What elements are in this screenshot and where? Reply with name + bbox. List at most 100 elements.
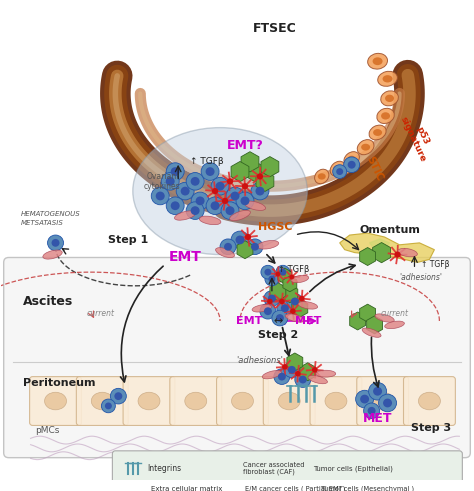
Circle shape <box>191 206 200 215</box>
Ellipse shape <box>298 301 318 309</box>
Text: Integrins: Integrins <box>147 464 182 473</box>
Circle shape <box>220 239 236 254</box>
Circle shape <box>368 407 375 415</box>
Polygon shape <box>360 247 375 266</box>
Circle shape <box>211 177 229 195</box>
Circle shape <box>206 197 224 215</box>
Ellipse shape <box>229 210 250 220</box>
Text: HGSC: HGSC <box>258 222 292 232</box>
Circle shape <box>288 366 296 374</box>
Text: ↑ TGFβ: ↑ TGFβ <box>421 260 450 269</box>
Circle shape <box>279 269 286 275</box>
FancyBboxPatch shape <box>357 377 409 425</box>
Circle shape <box>222 198 228 204</box>
Circle shape <box>251 182 269 200</box>
FancyBboxPatch shape <box>217 377 268 425</box>
Ellipse shape <box>138 392 160 410</box>
Circle shape <box>105 403 112 409</box>
Circle shape <box>114 392 122 400</box>
Ellipse shape <box>377 109 394 124</box>
Circle shape <box>264 307 272 315</box>
Circle shape <box>281 304 289 312</box>
Ellipse shape <box>368 54 388 69</box>
Circle shape <box>227 178 233 185</box>
Circle shape <box>231 466 235 470</box>
Circle shape <box>276 265 290 279</box>
Circle shape <box>206 167 215 176</box>
Polygon shape <box>256 171 274 191</box>
Circle shape <box>226 187 244 205</box>
Text: FTSEC: FTSEC <box>253 22 297 34</box>
Ellipse shape <box>325 392 347 410</box>
Text: Omentum: Omentum <box>359 225 420 235</box>
Circle shape <box>191 177 200 186</box>
Circle shape <box>290 274 294 279</box>
Ellipse shape <box>398 248 417 257</box>
Ellipse shape <box>91 392 113 410</box>
Text: EMT: EMT <box>169 249 201 264</box>
Polygon shape <box>241 152 259 172</box>
Circle shape <box>216 182 225 191</box>
Circle shape <box>236 236 245 245</box>
Circle shape <box>171 167 180 176</box>
Circle shape <box>274 369 290 384</box>
Text: Step 2: Step 2 <box>258 329 298 340</box>
Ellipse shape <box>43 250 62 259</box>
Text: p53
signature: p53 signature <box>398 111 437 164</box>
Polygon shape <box>261 157 279 177</box>
Text: pMCs: pMCs <box>36 426 60 435</box>
Circle shape <box>333 165 346 178</box>
Polygon shape <box>292 300 308 317</box>
Circle shape <box>186 172 204 190</box>
Ellipse shape <box>378 71 397 86</box>
Text: Tumor cells (Epithelial): Tumor cells (Epithelial) <box>313 465 392 472</box>
Polygon shape <box>229 482 241 491</box>
Text: Step 1: Step 1 <box>108 235 148 245</box>
Circle shape <box>291 298 299 305</box>
Circle shape <box>240 196 249 205</box>
Ellipse shape <box>244 201 265 211</box>
Text: HEMATOGENOUS: HEMATOGENOUS <box>21 211 81 217</box>
Text: ↔: ↔ <box>273 316 283 326</box>
Ellipse shape <box>252 304 272 312</box>
Circle shape <box>268 275 275 282</box>
Text: ↑ TGFβ: ↑ TGFβ <box>278 265 309 273</box>
Ellipse shape <box>361 144 370 151</box>
FancyBboxPatch shape <box>112 451 462 491</box>
Text: METSATASIS: METSATASIS <box>21 220 64 226</box>
Ellipse shape <box>369 125 386 140</box>
Circle shape <box>230 191 239 200</box>
Circle shape <box>264 291 280 306</box>
Circle shape <box>295 371 301 377</box>
Text: EMT: EMT <box>236 316 262 326</box>
Circle shape <box>166 163 184 180</box>
Text: 'adhesions': 'adhesions' <box>237 355 283 364</box>
Polygon shape <box>370 239 390 251</box>
Ellipse shape <box>278 392 300 410</box>
Circle shape <box>231 231 249 249</box>
Circle shape <box>191 192 209 210</box>
Circle shape <box>221 202 239 219</box>
Ellipse shape <box>285 314 304 322</box>
Ellipse shape <box>318 173 326 180</box>
Circle shape <box>312 367 318 373</box>
Circle shape <box>247 239 263 254</box>
Ellipse shape <box>385 321 404 328</box>
Text: Ovarian
cytokines: Ovarian cytokines <box>144 172 181 191</box>
Circle shape <box>369 382 387 400</box>
Ellipse shape <box>381 112 390 120</box>
Text: 'adhesions': 'adhesions' <box>400 273 443 281</box>
Circle shape <box>278 373 286 381</box>
Text: MET: MET <box>363 412 392 425</box>
Circle shape <box>364 403 380 419</box>
Circle shape <box>166 197 184 215</box>
FancyBboxPatch shape <box>123 377 175 425</box>
Ellipse shape <box>296 485 318 491</box>
Text: current: current <box>86 309 114 318</box>
Text: EMT?: EMT? <box>227 138 264 152</box>
Circle shape <box>336 168 343 175</box>
Polygon shape <box>300 363 316 381</box>
Polygon shape <box>270 283 286 300</box>
Text: Ascites: Ascites <box>23 295 73 308</box>
Ellipse shape <box>315 169 329 184</box>
